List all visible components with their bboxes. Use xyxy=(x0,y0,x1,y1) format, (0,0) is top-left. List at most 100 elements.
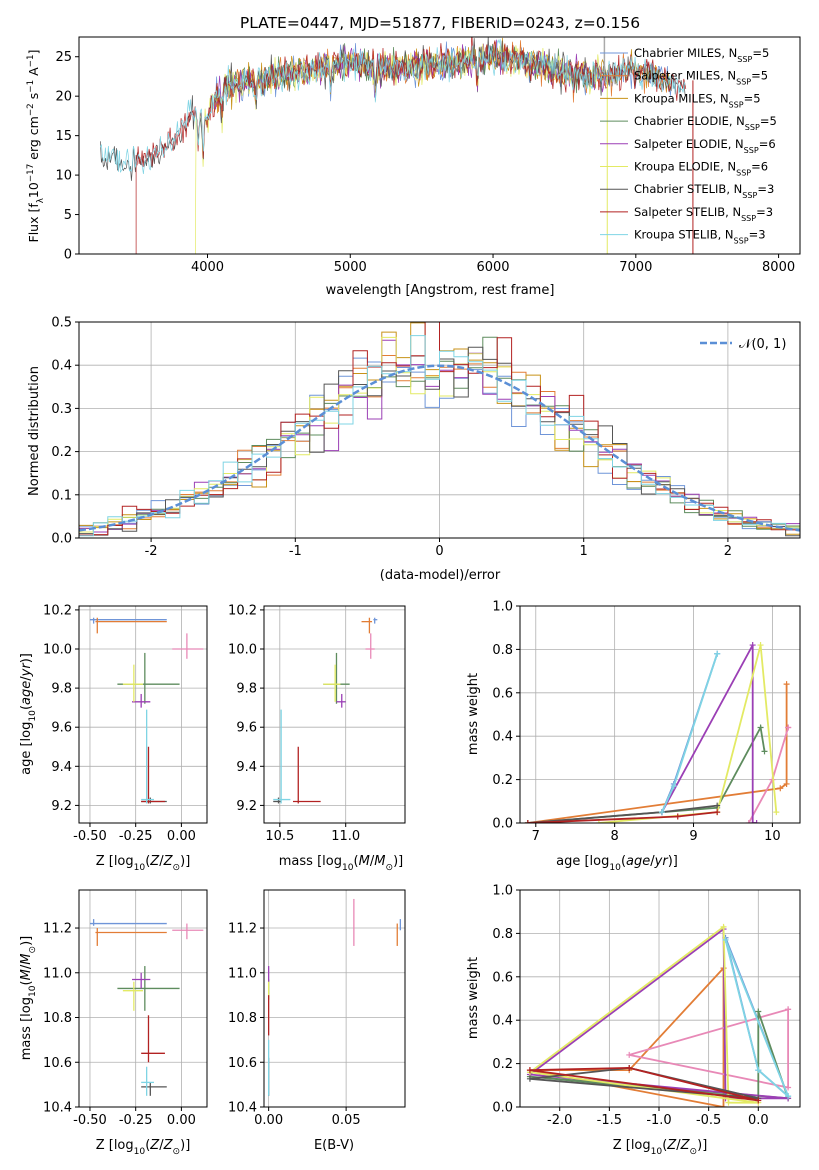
mw_vs_Z-plot-area xyxy=(526,923,792,1107)
mass-weight-marker xyxy=(658,809,665,816)
x-tick-label: 0.0 xyxy=(748,1113,769,1128)
mass-weight-marker xyxy=(524,820,531,823)
mass-weight-marker xyxy=(757,724,764,731)
mass-weight-marker xyxy=(755,1008,762,1015)
x-tick-label: -2 xyxy=(145,544,158,559)
x-tick-label: 4000 xyxy=(191,260,224,275)
mass-weight-Z-line xyxy=(529,1066,759,1102)
mass-weight-marker xyxy=(785,1006,792,1013)
x-tick-label: 0.00 xyxy=(254,1113,283,1128)
y-tick-label: 0.6 xyxy=(492,970,513,985)
spectrum-series-line xyxy=(100,39,686,175)
mass_vs_Z-axes: -0.50 -0.25 0.00 10.4 10.6 10.8 11.0 11.2 xyxy=(43,889,208,1128)
legend-label: Salpeter MILES, NSSP=5 xyxy=(634,69,768,87)
mw_vs_age-frame xyxy=(519,605,801,824)
x-axis-label: Z [log10(Z/Z⊙)] xyxy=(613,1138,708,1157)
x-tick-label: 0.00 xyxy=(167,1113,196,1128)
x-tick-label: 9 xyxy=(689,829,697,844)
y-tick-label: 9.8 xyxy=(51,682,72,697)
y-tick-label: 9.4 xyxy=(51,760,72,775)
y-tick-label: 15 xyxy=(55,129,72,144)
y-tick-label: 9.2 xyxy=(51,799,72,814)
y-tick-label: 0.6 xyxy=(492,686,513,701)
y-tick-label: 0.4 xyxy=(492,1014,513,1029)
y-axis-label: age [log10(age/yr)] xyxy=(19,653,38,775)
mass-weight-marker xyxy=(785,724,792,731)
mass-weight-marker xyxy=(626,1051,633,1058)
y-tick-label: 0.0 xyxy=(51,532,72,547)
mass_vs_ebv-axes: 0.00 0.05 10.4 10.6 10.8 11.0 11.2 xyxy=(228,889,406,1128)
mass-weight-marker xyxy=(777,785,784,792)
x-axis-label: mass [log10(M/M⊙)] xyxy=(279,854,403,873)
residuals-plot-area xyxy=(79,322,800,538)
mass-weight-marker xyxy=(753,820,760,823)
mass-weight-Z-line xyxy=(529,1066,759,1100)
y-tick-label: 1.0 xyxy=(492,600,513,615)
mass-weight-marker xyxy=(725,1099,732,1106)
mass-weight-marker xyxy=(714,809,721,816)
mass-weight-marker xyxy=(783,681,790,688)
spectrum-legend: Chabrier MILES, NSSP=5 Salpeter MILES, NS… xyxy=(600,46,777,245)
mass-weight-marker xyxy=(785,1093,792,1100)
x-tick-label: -0.50 xyxy=(73,1113,107,1128)
y-tick-label: 9.4 xyxy=(236,760,257,775)
mass_vs_ebv-frame xyxy=(263,889,406,1108)
x-tick-label: 10 xyxy=(764,829,781,844)
y-axis-label: mass [log10(M/M⊙)] xyxy=(19,936,38,1060)
legend-label: 𝒩(0, 1) xyxy=(739,337,786,352)
mass-weight-marker xyxy=(526,1075,533,1082)
y-tick-label: 10.4 xyxy=(228,1101,257,1116)
y-tick-label: 10 xyxy=(55,169,72,184)
age_vs_Z-plot-area xyxy=(89,617,204,804)
y-axis-label: Normed distribution xyxy=(27,366,42,496)
mass-weight-marker xyxy=(670,783,677,790)
y-tick-label: 0.4 xyxy=(492,730,513,745)
y-tick-label: 10.8 xyxy=(228,1011,257,1026)
y-tick-label: 0.1 xyxy=(51,488,72,503)
mass-weight-age-line xyxy=(527,684,788,823)
y-tick-label: 0.2 xyxy=(492,773,513,788)
mass-weight-marker xyxy=(714,802,721,809)
age_vs_mass-plot-area xyxy=(273,617,378,804)
gaussian-reference-curve xyxy=(79,364,800,532)
x-tick-label: -0.5 xyxy=(696,1113,721,1128)
y-tick-label: 10.8 xyxy=(43,1011,72,1026)
mass-weight-Z-line xyxy=(628,1008,789,1089)
y-tick-label: 0.8 xyxy=(492,927,513,942)
mass-weight-marker xyxy=(749,642,756,649)
mass_vs_ebv-plot-area xyxy=(267,898,402,1096)
x-tick-label: -0.50 xyxy=(73,829,107,844)
y-tick-label: 0.5 xyxy=(51,316,72,331)
mass-weight-marker xyxy=(783,780,790,787)
mass-weight-marker xyxy=(595,820,602,823)
mass-weight-marker xyxy=(785,1084,792,1091)
mass-weight-marker xyxy=(745,820,752,823)
x-tick-label: -0.25 xyxy=(119,1113,153,1128)
x-tick-label: 7 xyxy=(532,829,540,844)
x-axis-label: Z [log10(Z/Z⊙)] xyxy=(96,854,191,873)
legend-label: Kroupa ELODIE, NSSP=6 xyxy=(634,160,768,178)
mass_vs_Z-frame xyxy=(78,889,208,1108)
y-tick-label: 9.6 xyxy=(51,721,72,736)
y-tick-label: 25 xyxy=(55,50,72,65)
y-tick-label: 11.2 xyxy=(228,922,257,937)
x-tick-label: 5000 xyxy=(334,260,367,275)
x-tick-label: 11.0 xyxy=(331,829,360,844)
mass-weight-marker xyxy=(674,813,681,820)
age_vs_mass-axes: 10.5 11.0 9.2 9.4 9.6 9.8 10.0 10.2 xyxy=(228,603,406,844)
mw_vs_Z-frame xyxy=(519,889,801,1108)
y-tick-label: 10.6 xyxy=(43,1056,72,1071)
mass-weight-marker xyxy=(714,650,721,657)
x-tick-label: -0.25 xyxy=(119,829,153,844)
x-axis-label: wavelength [Angstrom, rest frame] xyxy=(326,283,555,298)
y-tick-label: 0.0 xyxy=(492,817,513,832)
x-tick-label: -1.5 xyxy=(597,1113,622,1128)
mass-weight-marker xyxy=(757,642,764,649)
y-axis-label: mass weight xyxy=(466,957,481,1039)
x-tick-label: 7000 xyxy=(619,260,652,275)
y-tick-label: 0.2 xyxy=(51,445,72,460)
x-axis-label: (data-model)/error xyxy=(380,568,501,583)
age_vs_Z-axes: -0.50 -0.25 0.00 9.2 9.4 9.6 9.8 10.0 10.2 xyxy=(43,603,208,844)
mass_vs_Z-plot-area xyxy=(89,919,204,1096)
legend-label: Kroupa STELIB, NSSP=3 xyxy=(634,228,766,246)
